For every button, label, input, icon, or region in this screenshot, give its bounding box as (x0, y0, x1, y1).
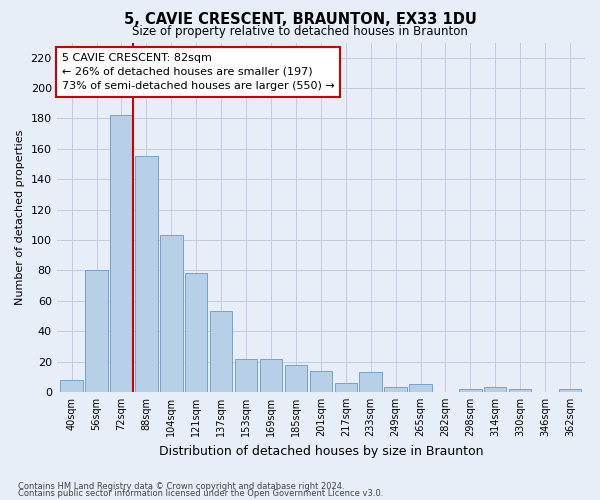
Text: 5, CAVIE CRESCENT, BRAUNTON, EX33 1DU: 5, CAVIE CRESCENT, BRAUNTON, EX33 1DU (124, 12, 476, 28)
X-axis label: Distribution of detached houses by size in Braunton: Distribution of detached houses by size … (158, 444, 483, 458)
Bar (484, 388, 506, 392)
Text: Contains public sector information licensed under the Open Government Licence v3: Contains public sector information licen… (18, 490, 383, 498)
Bar (260, 358, 282, 392)
Bar (310, 370, 332, 392)
Bar (335, 383, 357, 392)
Bar (85, 270, 108, 392)
Bar (385, 388, 407, 392)
Bar (359, 372, 382, 392)
Bar (160, 236, 182, 392)
Y-axis label: Number of detached properties: Number of detached properties (15, 130, 25, 305)
Bar (110, 116, 133, 392)
Text: 5 CAVIE CRESCENT: 82sqm
← 26% of detached houses are smaller (197)
73% of semi-d: 5 CAVIE CRESCENT: 82sqm ← 26% of detache… (62, 53, 335, 91)
Bar (135, 156, 158, 392)
Text: Size of property relative to detached houses in Braunton: Size of property relative to detached ho… (132, 25, 468, 38)
Bar (509, 389, 532, 392)
Bar (210, 312, 232, 392)
Bar (409, 384, 432, 392)
Text: Contains HM Land Registry data © Crown copyright and database right 2024.: Contains HM Land Registry data © Crown c… (18, 482, 344, 491)
Bar (185, 274, 208, 392)
Bar (459, 389, 482, 392)
Bar (235, 358, 257, 392)
Bar (559, 389, 581, 392)
Bar (61, 380, 83, 392)
Bar (284, 364, 307, 392)
